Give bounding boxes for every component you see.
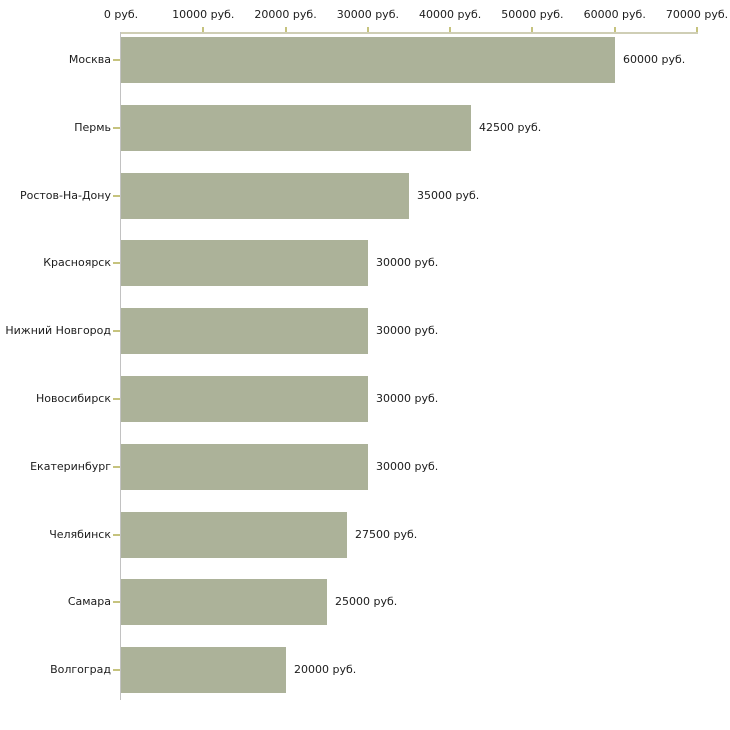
bar <box>121 37 615 83</box>
bar <box>121 647 286 693</box>
x-axis-tick <box>696 27 698 32</box>
y-axis-tick <box>113 330 120 332</box>
value-label: 30000 руб. <box>376 256 439 269</box>
category-label: Новосибирск <box>35 392 111 405</box>
bar <box>121 512 347 558</box>
x-axis-tick-label: 10000 руб. <box>172 8 235 21</box>
x-axis-tick-label: 50000 руб. <box>501 8 564 21</box>
x-axis-tick <box>531 27 534 32</box>
bar <box>121 376 368 422</box>
value-label: 35000 руб. <box>417 189 480 202</box>
category-label: Екатеринбург <box>30 460 111 473</box>
y-axis-tick <box>113 534 120 536</box>
bar-row: Пермь 42500 руб. <box>0 105 730 151</box>
category-label: Красноярск <box>43 256 111 269</box>
value-label: 42500 руб. <box>479 121 542 134</box>
y-axis-tick <box>113 127 120 129</box>
bar <box>121 579 327 625</box>
category-label: Волгоград <box>50 663 111 676</box>
bar <box>121 105 471 151</box>
x-axis-tick-label: 70000 руб. <box>665 8 729 21</box>
x-axis-tick-label: 40000 руб. <box>419 8 482 21</box>
value-label: 30000 руб. <box>376 324 439 337</box>
y-axis-tick <box>113 59 120 61</box>
x-axis-tick-label: 0 руб. <box>103 8 139 21</box>
category-label: Нижний Новгород <box>5 324 111 337</box>
category-label: Челябинск <box>49 528 111 541</box>
x-axis-line <box>120 32 698 34</box>
x-axis-tick <box>366 27 369 32</box>
x-axis-tick <box>613 27 616 32</box>
value-label: 30000 руб. <box>376 392 439 405</box>
y-axis-tick <box>113 601 120 603</box>
y-axis-tick <box>113 262 120 264</box>
x-axis-tick <box>202 27 205 32</box>
value-label: 60000 руб. <box>623 53 686 66</box>
category-label: Ростов-На-Дону <box>19 189 111 202</box>
category-label: Пермь <box>74 121 111 134</box>
bar-row: Красноярск 30000 руб. <box>0 240 730 286</box>
y-axis-tick <box>113 466 120 468</box>
bar-row: Нижний Новгород 30000 руб. <box>0 308 730 354</box>
bar <box>121 308 368 354</box>
value-label: 20000 руб. <box>294 663 357 676</box>
value-label: 25000 руб. <box>335 595 398 608</box>
bar-row: Волгоград 20000 руб. <box>0 647 730 693</box>
bar <box>121 444 368 490</box>
y-axis-tick <box>113 398 120 400</box>
category-label: Москва <box>68 53 111 66</box>
bar-row: Самара 25000 руб. <box>0 579 730 625</box>
category-label: Самара <box>67 595 111 608</box>
bar-row: Ростов-На-Дону 35000 руб. <box>0 173 730 219</box>
bar <box>121 240 368 286</box>
value-label: 27500 руб. <box>355 528 418 541</box>
bar <box>121 173 409 219</box>
y-axis-tick <box>113 195 120 197</box>
x-axis-tick-label: 60000 руб. <box>583 8 646 21</box>
y-axis-line <box>120 32 121 700</box>
bar-row: Москва 60000 руб. <box>0 37 730 83</box>
x-axis-tick <box>284 27 287 32</box>
bar-row: Екатеринбург 30000 руб. <box>0 444 730 490</box>
x-axis-tick-label: 20000 руб. <box>254 8 317 21</box>
value-label: 30000 руб. <box>376 460 439 473</box>
x-axis-tick <box>449 27 452 32</box>
y-axis-tick <box>113 669 120 671</box>
bar-row: Новосибирск 30000 руб. <box>0 376 730 422</box>
bar-row: Челябинск 27500 руб. <box>0 512 730 558</box>
x-axis-tick-label: 30000 руб. <box>336 8 399 21</box>
